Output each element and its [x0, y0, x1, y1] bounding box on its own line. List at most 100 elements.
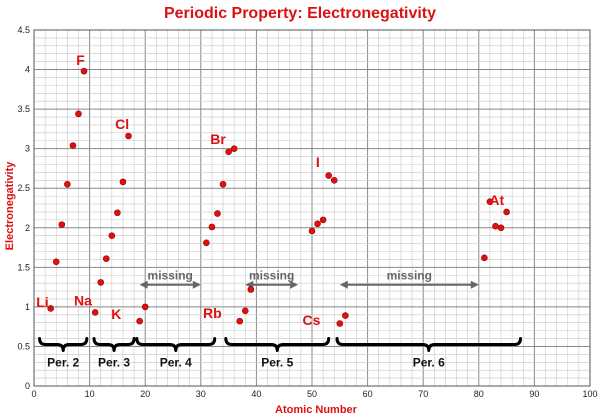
data-point: [225, 148, 232, 156]
x-tick-label: 60: [363, 389, 373, 399]
missing-range: missing: [339, 269, 479, 289]
y-tick-label: 0: [25, 381, 30, 391]
data-point: [64, 180, 71, 188]
x-tick-label: 80: [474, 389, 484, 399]
data-point: [75, 110, 82, 118]
chart-title: Periodic Property: Electronegativity: [164, 5, 436, 22]
period-bracket: Per. 4: [135, 337, 217, 370]
y-tick-label: 4: [25, 65, 30, 75]
element-label: Na: [74, 292, 92, 308]
missing-arrow-head: [290, 280, 299, 289]
x-axis-title: Atomic Number: [275, 404, 358, 416]
data-point: [325, 172, 332, 179]
data-point: [241, 307, 249, 315]
y-tick-label: 2.5: [17, 183, 30, 193]
x-tick-label: 30: [196, 389, 206, 399]
data-point: [314, 220, 321, 228]
data-point: [342, 312, 349, 319]
y-axis-title: Electronegativity: [4, 161, 16, 251]
data-point: [486, 198, 494, 205]
data-point: [97, 279, 105, 286]
data-point: [52, 258, 60, 266]
data-point: [58, 221, 66, 228]
period-bracket: Per. 5: [224, 337, 331, 370]
element-label: Br: [210, 131, 226, 147]
data-point: [119, 178, 127, 186]
missing-range: missing: [139, 269, 201, 289]
data-point: [230, 145, 238, 152]
data-point: [208, 223, 216, 231]
element-label: Cl: [115, 116, 129, 132]
data-point: [114, 209, 121, 217]
data-point: [219, 180, 227, 188]
data-point: [91, 309, 99, 316]
missing-range: missing: [245, 269, 299, 289]
missing-arrow-head: [470, 280, 479, 289]
bracket-shape: [135, 337, 217, 353]
data-point: [203, 239, 210, 247]
data-point: [330, 177, 338, 184]
data-point: [492, 222, 499, 230]
x-tick-label: 0: [31, 389, 36, 399]
data-point: [336, 320, 344, 327]
data-point: [136, 317, 143, 325]
data-point: [108, 232, 116, 239]
bracket-shape: [92, 337, 136, 353]
y-tick-label: 3: [25, 144, 30, 154]
y-tick-label: 4.5: [17, 25, 30, 35]
element-labels: Li F Na Cl K Br Rb I Cs At: [36, 52, 504, 328]
period-label: Per. 4: [160, 356, 192, 370]
x-tick-label: 10: [85, 389, 95, 399]
data-point: [481, 254, 488, 262]
data-point: [141, 303, 149, 311]
period-label: Per. 5: [261, 356, 293, 370]
period-label: Per. 3: [98, 356, 130, 370]
element-label: F: [76, 52, 85, 68]
missing-label: missing: [148, 269, 193, 283]
y-tick-label: 1.5: [17, 262, 30, 272]
data-point: [319, 216, 327, 224]
element-label: Rb: [203, 305, 222, 321]
grid: [33, 29, 591, 387]
y-tick-label: 3.5: [17, 104, 30, 114]
data-points: [47, 67, 510, 327]
period-bracket: Per. 2: [38, 337, 89, 370]
element-label: I: [316, 154, 320, 170]
element-label: At: [489, 192, 504, 208]
period-bracket: Per. 3: [92, 337, 136, 370]
missing-arrow-head: [339, 280, 348, 289]
data-point: [69, 142, 77, 149]
data-point: [308, 227, 316, 235]
period-label: Per. 2: [47, 356, 79, 370]
period-bracket: Per. 6: [335, 337, 522, 370]
period-label: Per. 6: [413, 356, 445, 370]
missing-label: missing: [387, 269, 432, 283]
y-tick-label: 2: [25, 223, 30, 233]
data-point: [125, 132, 132, 140]
x-tick-label: 70: [418, 389, 428, 399]
data-point: [47, 305, 54, 312]
y-tick-label: 0.5: [17, 341, 30, 351]
axis-ticks: 0 10 20 30 40 50 60 70 80 90 100 0 0.5 1 1.5 2 2.5 3 3.5 4 4…: [17, 25, 597, 399]
data-point: [214, 210, 221, 217]
bracket-shape: [224, 337, 331, 353]
period-brackets: Per. 2 Per. 3 Per. 4 Per. 5 Per. 6: [38, 337, 522, 370]
y-tick-label: 1: [25, 302, 30, 312]
data-point: [102, 255, 110, 262]
missing-arrow-head: [139, 280, 148, 289]
bracket-shape: [335, 337, 522, 353]
data-point: [497, 224, 505, 232]
bracket-shape: [38, 337, 89, 353]
missing-label: missing: [249, 269, 294, 283]
data-point: [236, 317, 244, 325]
data-point: [247, 286, 255, 293]
missing-ranges: missing missing missing: [139, 269, 479, 289]
data-point: [80, 67, 88, 75]
x-tick-label: 90: [529, 389, 539, 399]
element-label: Li: [36, 294, 48, 310]
x-tick-label: 50: [307, 389, 317, 399]
element-label: Cs: [303, 312, 321, 328]
x-tick-label: 100: [582, 389, 597, 399]
element-label: K: [111, 306, 121, 322]
